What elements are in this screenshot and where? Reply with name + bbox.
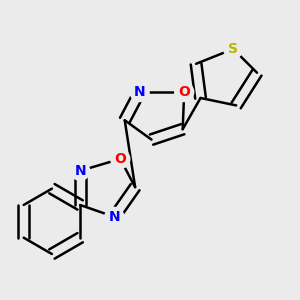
Circle shape	[175, 82, 194, 102]
Text: O: O	[114, 152, 126, 166]
Text: N: N	[74, 164, 86, 178]
Circle shape	[224, 39, 243, 58]
Text: N: N	[134, 85, 146, 99]
Circle shape	[105, 207, 124, 226]
Circle shape	[70, 161, 90, 180]
Text: N: N	[109, 210, 120, 224]
Text: S: S	[228, 42, 238, 56]
Circle shape	[130, 82, 149, 102]
Circle shape	[111, 149, 130, 168]
Text: O: O	[178, 85, 190, 99]
